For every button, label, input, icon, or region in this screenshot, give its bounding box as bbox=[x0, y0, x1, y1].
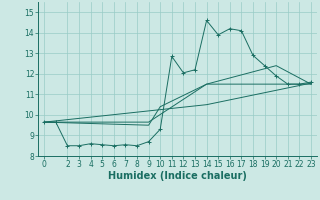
X-axis label: Humidex (Indice chaleur): Humidex (Indice chaleur) bbox=[108, 171, 247, 181]
